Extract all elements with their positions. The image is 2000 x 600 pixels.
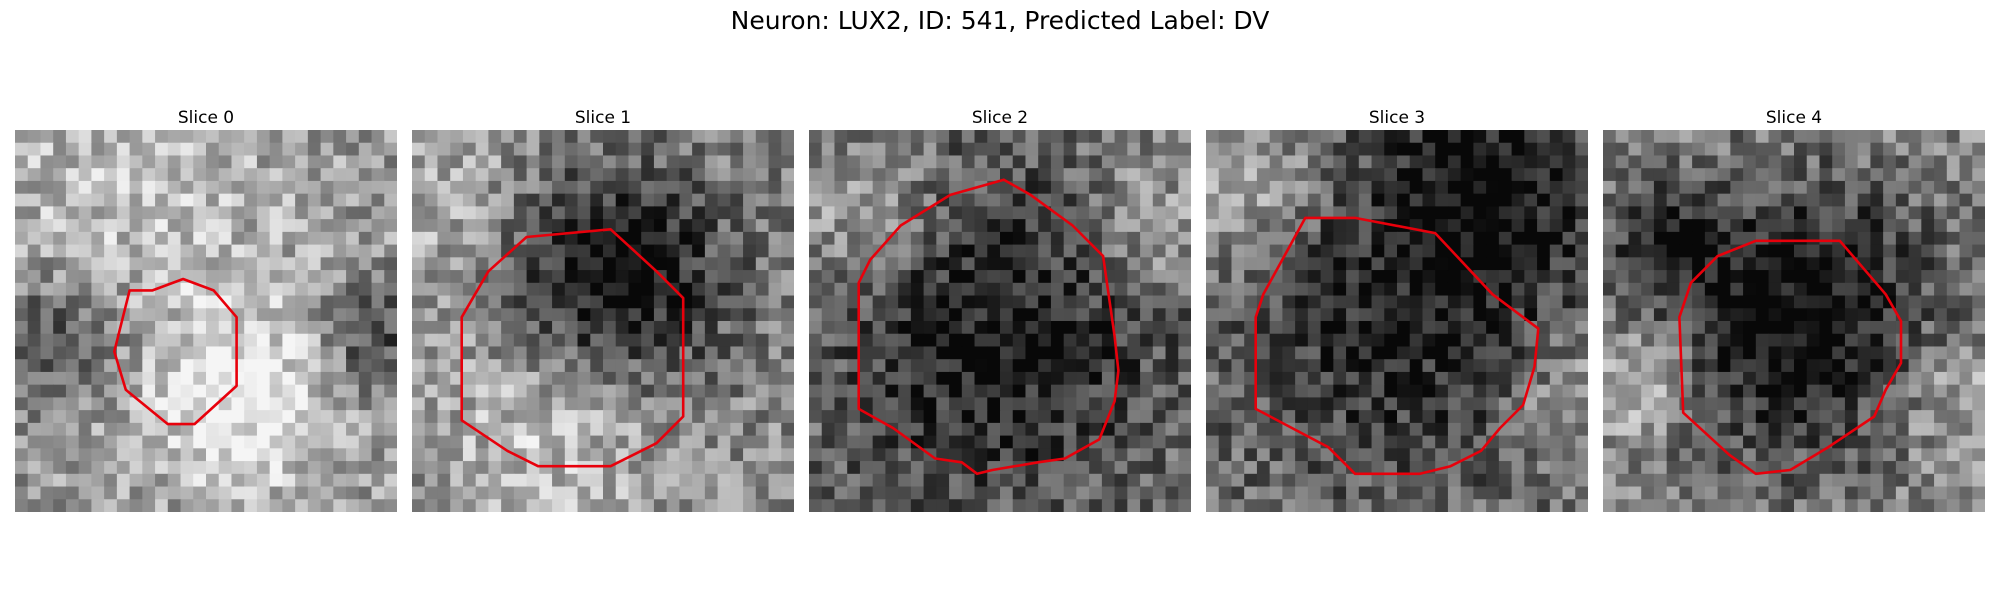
pixel-grid <box>412 130 794 512</box>
figure-title: Neuron: LUX2, ID: 541, Predicted Label: … <box>0 6 2000 35</box>
pixel-grid <box>809 130 1191 512</box>
slice-image <box>809 130 1191 512</box>
slice-image <box>1603 130 1985 512</box>
slice-title: Slice 2 <box>809 106 1191 130</box>
slice-title: Slice 1 <box>412 106 794 130</box>
slice-panel-0: Slice 0 <box>15 106 397 512</box>
slice-title: Slice 3 <box>1206 106 1588 130</box>
slice-panel-1: Slice 1 <box>412 106 794 512</box>
slice-image <box>1206 130 1588 512</box>
slice-panel-2: Slice 2 <box>809 106 1191 512</box>
pixel-grid <box>1206 130 1588 512</box>
slice-panel-4: Slice 4 <box>1603 106 1985 512</box>
slice-title: Slice 0 <box>15 106 397 130</box>
slice-panel-3: Slice 3 <box>1206 106 1588 512</box>
slice-image <box>412 130 794 512</box>
pixel-grid <box>15 130 397 512</box>
slice-image <box>15 130 397 512</box>
pixel-grid <box>1603 130 1985 512</box>
slice-title: Slice 4 <box>1603 106 1985 130</box>
